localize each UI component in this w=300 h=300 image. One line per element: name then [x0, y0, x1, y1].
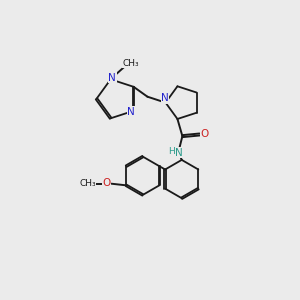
Text: N: N [161, 93, 169, 103]
Text: N: N [108, 73, 116, 83]
Text: N: N [175, 148, 183, 158]
Text: CH₃: CH₃ [79, 179, 96, 188]
Text: H: H [168, 147, 175, 156]
Text: CH₃: CH₃ [123, 59, 140, 68]
Text: O: O [103, 178, 111, 188]
Text: N: N [127, 106, 135, 116]
Text: O: O [200, 129, 208, 139]
